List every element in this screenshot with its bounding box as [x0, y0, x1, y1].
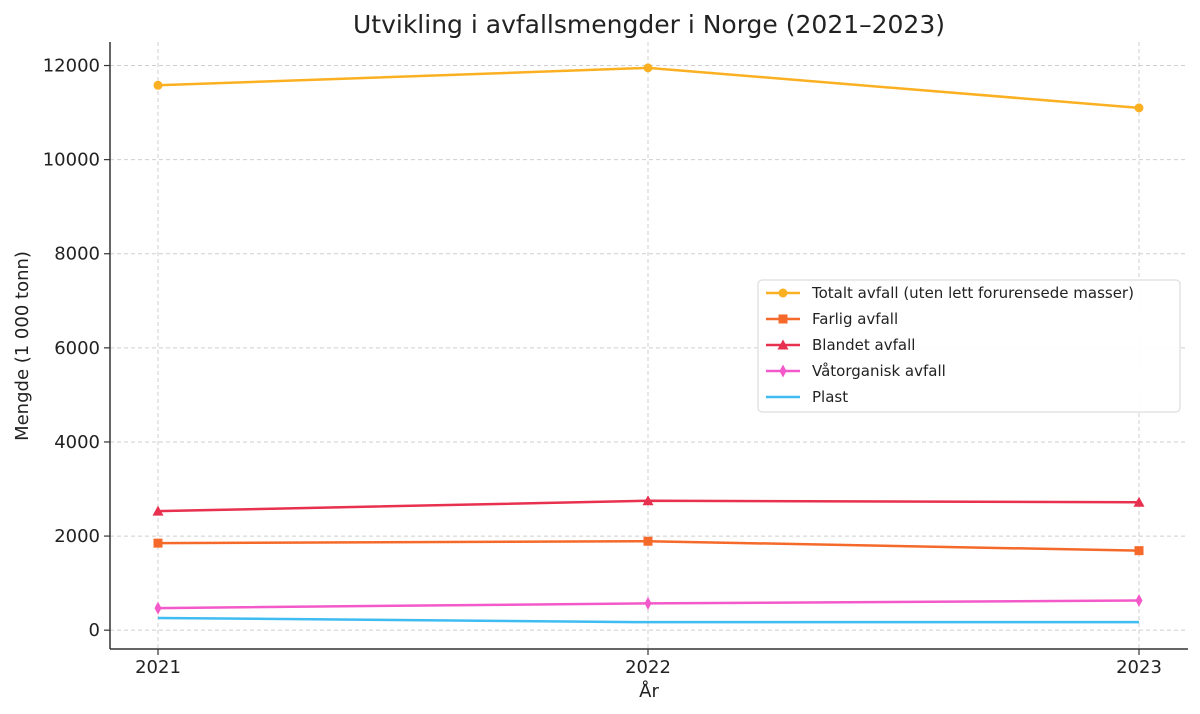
- y-axis-label: Mengde (1 000 tonn): [12, 251, 33, 441]
- y-tick-label: 10000: [43, 150, 100, 171]
- data-point: [643, 536, 653, 546]
- legend-label: Plast: [812, 388, 848, 406]
- chart-title: Utvikling i avfallsmengder i Norge (2021…: [353, 10, 945, 39]
- data-point: [1133, 496, 1145, 507]
- y-tick-label: 2000: [54, 526, 100, 547]
- data-point: [1134, 546, 1144, 556]
- legend-label: Våtorganisk avfall: [812, 362, 946, 380]
- data-point: [642, 495, 654, 506]
- data-point: [154, 601, 162, 615]
- x-axis-label: År: [639, 680, 659, 702]
- y-tick-label: 6000: [54, 338, 100, 359]
- series-5: [157, 616, 1139, 624]
- legend-marker: [778, 314, 788, 324]
- legend-box: [757, 279, 1181, 413]
- data-point: [152, 505, 164, 516]
- legend: Totalt avfall (uten lett forurensede mas…: [757, 279, 1181, 413]
- legend-marker: [777, 339, 789, 350]
- series-4: [154, 594, 1143, 615]
- series-lines: [152, 63, 1145, 624]
- axes: [109, 42, 1188, 650]
- series-line: [157, 616, 1139, 624]
- x-tick-label: 2023: [1116, 657, 1162, 678]
- y-tick-label: 4000: [54, 432, 100, 453]
- series-1: [153, 63, 1144, 113]
- x-tick-label: 2021: [135, 657, 181, 678]
- data-point: [643, 63, 653, 73]
- legend-label: Totalt avfall (uten lett forurensede mas…: [811, 284, 1134, 302]
- series-3: [152, 495, 1145, 516]
- legend-label: Farlig avfall: [812, 310, 898, 328]
- legend-marker: [778, 288, 788, 298]
- tick-labels: 0 2000 4000 6000 8000 10000 12000 2021 2022 2023: [43, 56, 1162, 678]
- x-tick-label: 2022: [625, 657, 671, 678]
- data-point: [1135, 594, 1143, 608]
- data-point: [153, 80, 163, 90]
- legend-label: Blandet avfall: [812, 336, 915, 354]
- data-point: [1134, 103, 1144, 113]
- y-tick-label: 12000: [43, 56, 100, 77]
- y-tick-label: 8000: [54, 244, 100, 265]
- legend-marker: [779, 364, 787, 378]
- data-point: [644, 596, 652, 610]
- data-point: [153, 538, 163, 548]
- series-2: [153, 536, 1144, 556]
- y-tick-label: 0: [89, 620, 100, 641]
